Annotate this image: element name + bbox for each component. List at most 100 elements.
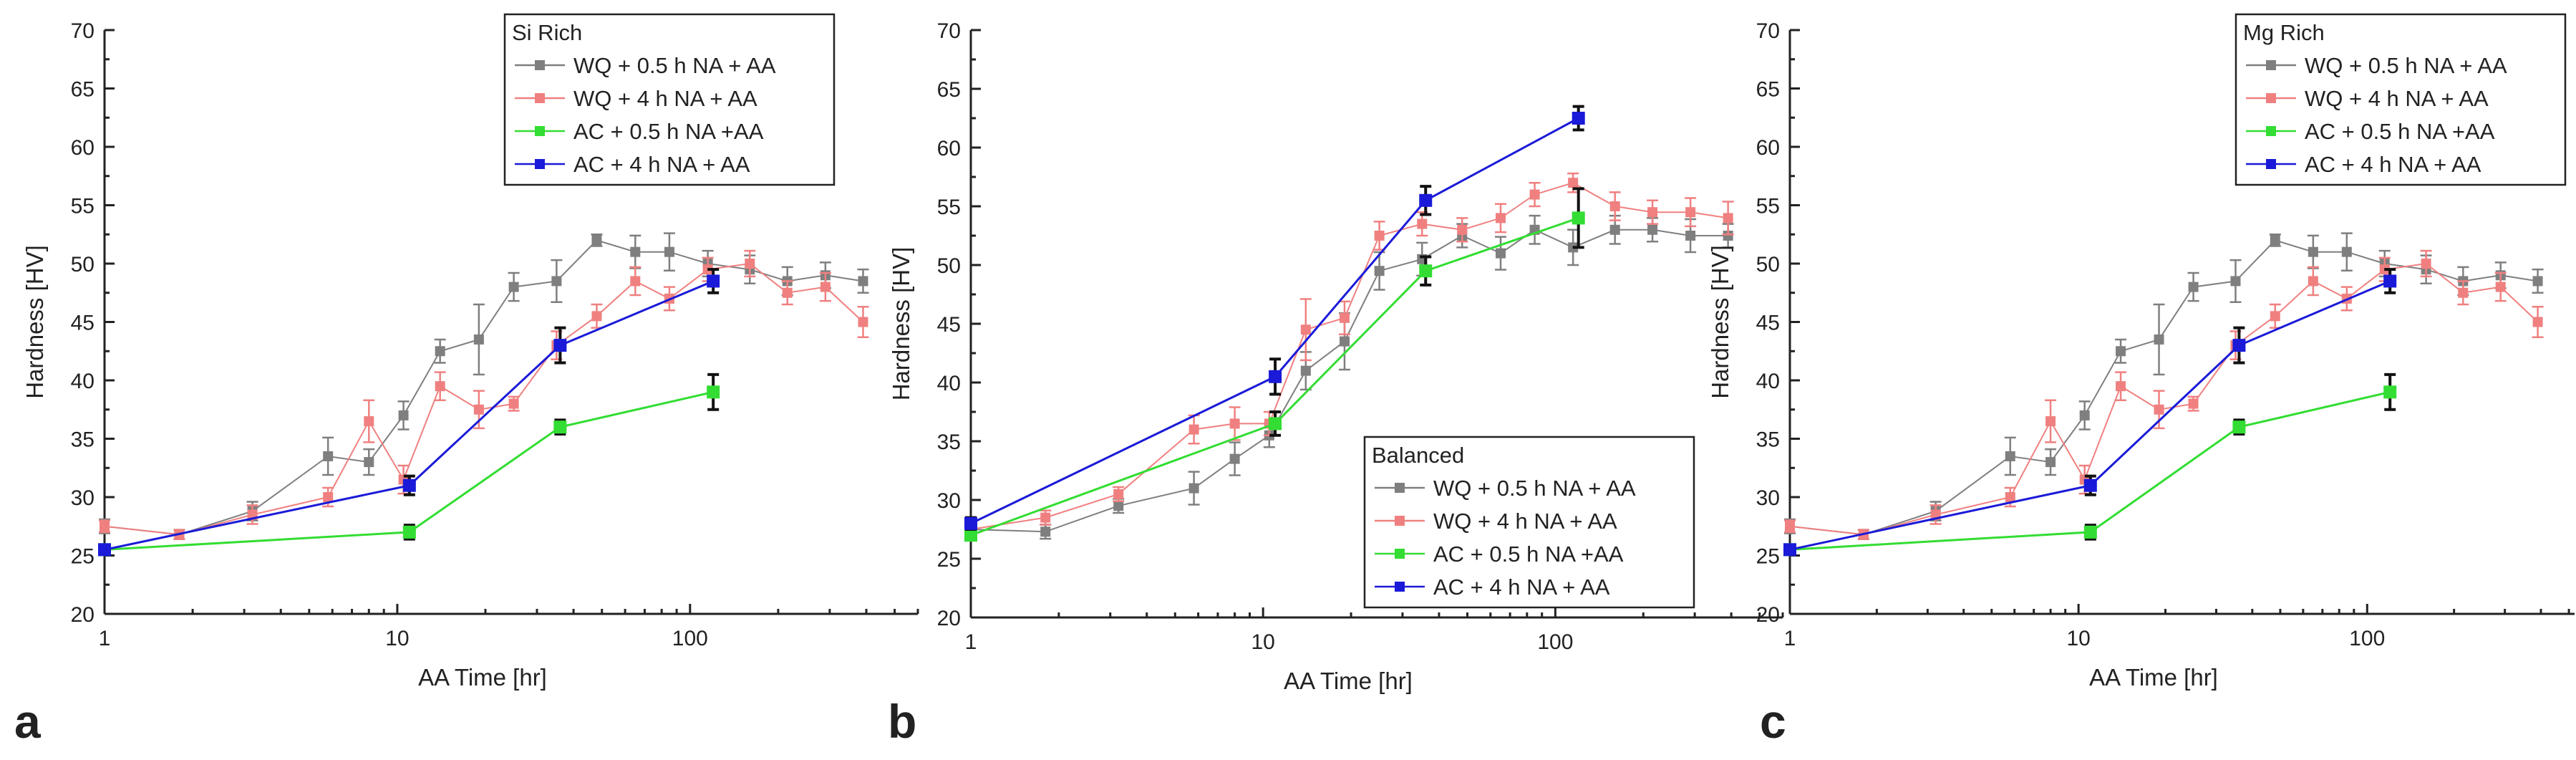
- data-point: [398, 410, 409, 420]
- data-point: [2045, 457, 2056, 468]
- x-axis-title: AA Time [hr]: [1284, 668, 1413, 694]
- data-point: [664, 246, 674, 257]
- x-tick-label: 1: [965, 630, 977, 654]
- data-point: [2532, 276, 2543, 287]
- data-point: [1374, 231, 1385, 241]
- y-tick-label: 60: [71, 136, 95, 160]
- data-point: [1647, 207, 1658, 218]
- series-line: [1789, 262, 2539, 536]
- data-point: [2232, 420, 2246, 434]
- y-tick-label: 70: [71, 19, 95, 43]
- y-tick-label: 55: [937, 196, 961, 219]
- x-axis-title: AA Time [hr]: [418, 664, 547, 691]
- y-tick-label: 65: [937, 78, 961, 102]
- legend-swatch-marker: [1395, 516, 1405, 526]
- data-point: [553, 339, 567, 352]
- data-point: [1572, 112, 1585, 125]
- legend-entry: WQ + 0.5 h NA + AA: [573, 53, 776, 78]
- legend-swatch-marker: [1395, 582, 1405, 592]
- x-tick-label: 10: [385, 627, 409, 650]
- x-axis-title: AA Time [hr]: [2089, 664, 2218, 691]
- legend-entry: WQ + 0.5 h NA + AA: [1433, 476, 1636, 501]
- data-point: [1040, 526, 1051, 537]
- legend-swatch-marker: [2266, 93, 2276, 103]
- legend-title: Si Rich: [512, 20, 582, 45]
- panel-si-rich: 20 25 30 35 40 45 50 55 60 65 70 1 10 100 AA Time [hr]…: [14, 13, 919, 748]
- data-point: [964, 516, 977, 530]
- data-point: [473, 334, 484, 345]
- series-wq4: [99, 249, 869, 540]
- data-point: [1229, 418, 1240, 429]
- data-point: [1339, 312, 1350, 323]
- data-point: [858, 276, 868, 287]
- data-point: [2270, 235, 2280, 246]
- data-point: [1785, 521, 1795, 531]
- panel-label: c: [1760, 695, 1786, 748]
- series-ac05: [964, 187, 1585, 542]
- data-point: [964, 529, 977, 542]
- data-point: [630, 276, 641, 287]
- x-tick-label: 1: [1784, 627, 1796, 650]
- data-point: [1568, 178, 1579, 188]
- legend: Si Rich WQ + 0.5 h NA + AA WQ + 4 h NA + A…: [503, 13, 836, 186]
- y-tick-label: 50: [71, 253, 95, 276]
- data-point: [1339, 336, 1350, 347]
- x-tick-label: 100: [2349, 627, 2385, 650]
- series-line: [104, 390, 714, 551]
- data-point: [2116, 381, 2126, 392]
- data-point: [2188, 398, 2199, 409]
- data-point: [1417, 218, 1428, 229]
- data-point: [1572, 211, 1585, 225]
- data-point: [1113, 501, 1124, 511]
- legend-entry: WQ + 4 h NA + AA: [1433, 509, 1617, 534]
- y-tick-label: 55: [71, 195, 95, 218]
- data-point: [1188, 483, 1199, 494]
- data-point: [2083, 478, 2097, 492]
- data-point: [2045, 416, 2056, 427]
- data-point: [1113, 489, 1124, 499]
- data-point: [435, 346, 445, 357]
- data-point: [1496, 213, 1506, 223]
- data-point: [2532, 317, 2543, 327]
- y-tick-label: 25: [937, 548, 961, 572]
- data-point: [551, 276, 562, 287]
- data-point: [1723, 213, 1733, 223]
- y-tick-label: 30: [937, 489, 961, 513]
- y-tick-label: 20: [1756, 603, 1780, 627]
- series-line: [970, 117, 1579, 525]
- y-tick-label: 30: [71, 486, 95, 510]
- data-point: [98, 543, 111, 557]
- series-ac4: [964, 105, 1585, 531]
- y-axis-title: Hardness [HV]: [1707, 245, 1733, 399]
- data-point: [707, 274, 720, 288]
- legend: Balanced WQ + 0.5 h NA + AA WQ + 4 h NA + …: [1363, 436, 1695, 609]
- data-point: [2495, 282, 2506, 292]
- data-point: [508, 398, 519, 409]
- legend-swatch-marker: [535, 93, 545, 103]
- y-tick-label: 65: [71, 78, 95, 102]
- y-tick-label: 60: [1756, 136, 1780, 160]
- y-tick-label: 25: [71, 545, 95, 569]
- data-point: [553, 420, 567, 434]
- legend-entry: AC + 4 h NA + AA: [573, 152, 750, 177]
- legend-entry: WQ + 4 h NA + AA: [2305, 86, 2489, 111]
- data-point: [402, 478, 416, 492]
- y-tick-label: 35: [937, 430, 961, 454]
- data-point: [402, 525, 416, 539]
- panel-label: b: [888, 695, 916, 748]
- data-point: [1609, 201, 1620, 211]
- panel-balanced: 20 25 30 35 40 45 50 55 60 65 70 1 10 100 AA Time [hr]…: [888, 19, 1784, 748]
- data-point: [364, 416, 374, 427]
- series-wq4: [1784, 249, 2544, 540]
- y-tick-label: 40: [937, 372, 961, 395]
- x-tick-label: 1: [99, 627, 111, 650]
- y-tick-label: 35: [71, 428, 95, 452]
- data-point: [2308, 246, 2318, 257]
- y-tick-label: 45: [71, 312, 95, 335]
- legend-entry: AC + 4 h NA + AA: [2305, 152, 2481, 177]
- series-ac4: [98, 268, 720, 557]
- y-tick-label: 60: [937, 137, 961, 160]
- data-point: [1374, 266, 1385, 276]
- legend-swatch-marker: [2266, 159, 2276, 169]
